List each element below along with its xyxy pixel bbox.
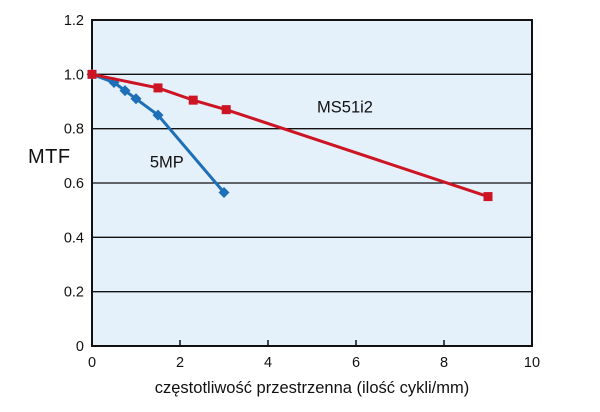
- x-tick-label: 2: [176, 355, 184, 371]
- plot-border: [91, 19, 533, 347]
- y-tick-label: 0.4: [64, 230, 84, 246]
- series-label-ms51i2: MS51i2: [317, 98, 373, 117]
- x-tick-label: 8: [440, 355, 448, 371]
- series-label-5mp: 5MP: [149, 153, 184, 172]
- x-tick-label: 4: [264, 355, 272, 371]
- marker-square-MS51i2: [221, 105, 231, 115]
- marker-square-MS51i2: [87, 69, 97, 79]
- marker-square-MS51i2: [483, 192, 493, 202]
- marker-square-MS51i2: [188, 95, 198, 105]
- marker-diamond-5MP: [152, 109, 164, 121]
- y-tick-label: 0.6: [64, 176, 84, 192]
- x-axis-title: częstotliwość przestrzenna (ilość cykli/…: [154, 379, 470, 397]
- y-tick-label: 0: [76, 339, 84, 355]
- x-tick-label: 0: [88, 355, 96, 371]
- marker-diamond-5MP: [119, 85, 131, 97]
- x-tick-label: 10: [524, 355, 540, 371]
- marker-square-MS51i2: [153, 83, 163, 93]
- y-tick-label: 1.2: [64, 13, 84, 29]
- y-axis-title: MTF: [28, 146, 71, 168]
- y-tick-label: 0.2: [64, 285, 84, 301]
- y-tick-label: 0.8: [64, 122, 84, 138]
- marker-diamond-5MP: [130, 93, 142, 105]
- y-tick-label: 1.0: [64, 67, 84, 83]
- marker-diamond-5MP: [218, 187, 230, 199]
- x-tick-label: 6: [352, 355, 360, 371]
